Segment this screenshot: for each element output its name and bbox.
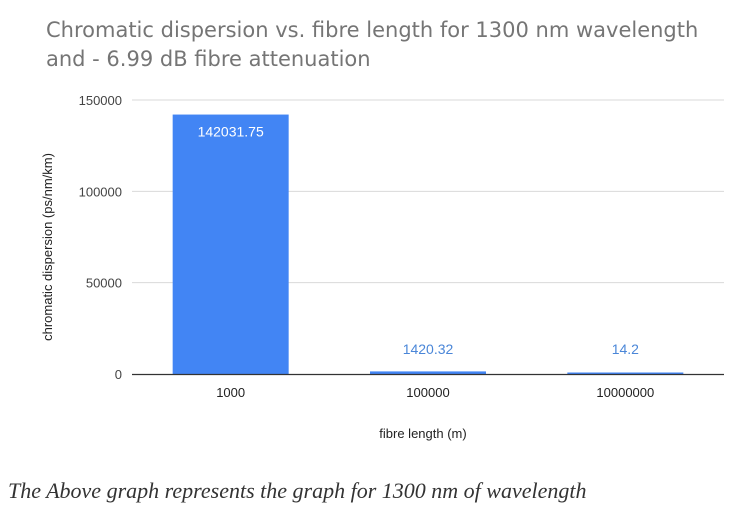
y-axis-title: chromatic dispersion (ps/nm/km)	[40, 153, 55, 341]
data-label: 142031.75	[198, 124, 264, 140]
data-labels: 142031.75 1420.32 14.2	[198, 124, 640, 357]
x-tick-label: 10000000	[596, 385, 654, 400]
x-tick-label: 100000	[406, 385, 449, 400]
bar	[172, 114, 289, 375]
y-tick-label: 0	[115, 367, 122, 382]
x-axis-title: fibre length (m)	[379, 426, 466, 441]
x-tick-label: 1000	[216, 385, 245, 400]
y-tick-label: 150000	[79, 93, 122, 108]
data-label: 14.2	[612, 341, 639, 357]
x-tick-labels: 1000 100000 10000000	[216, 385, 654, 400]
y-tick-labels: 0 50000 100000 150000	[79, 93, 122, 382]
bars	[172, 114, 684, 375]
y-tick-label: 100000	[79, 184, 122, 199]
bar	[370, 371, 486, 374]
figure-caption: The Above graph represents the graph for…	[8, 478, 587, 503]
data-label: 1420.32	[403, 341, 454, 357]
y-tick-label: 50000	[86, 276, 122, 291]
chart-title: Chromatic dispersion vs. fibre length fo…	[46, 18, 699, 71]
bar	[567, 372, 684, 374]
